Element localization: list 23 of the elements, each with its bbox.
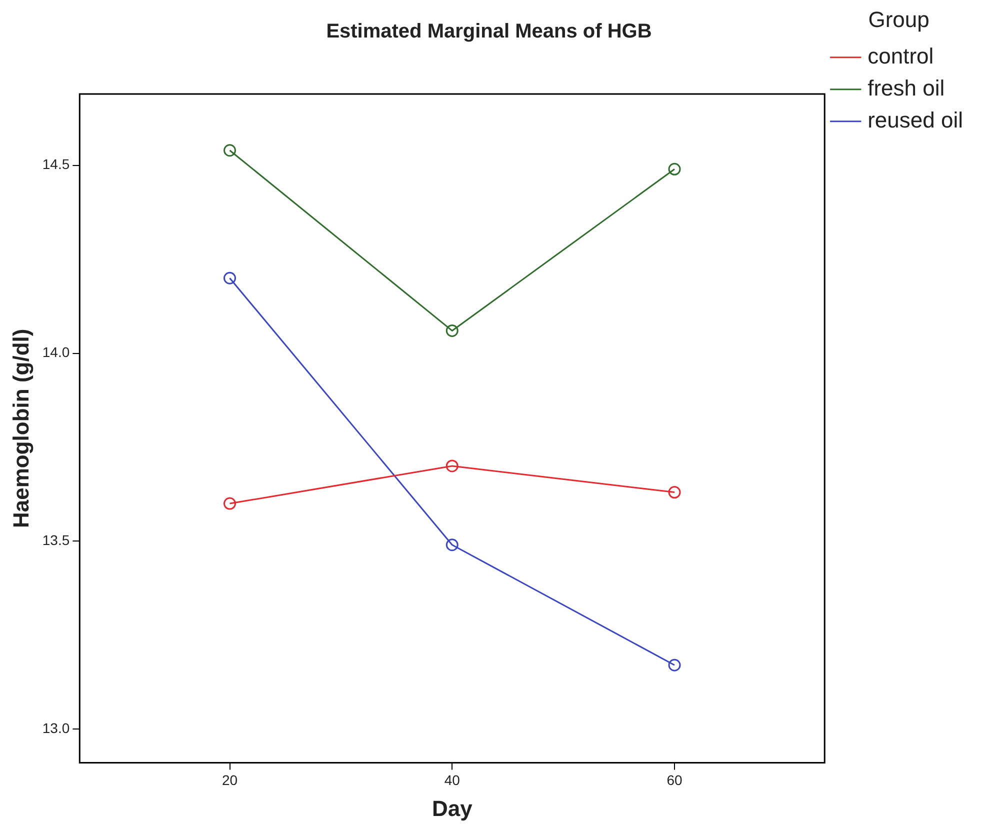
point (446, 324, 458, 337)
y-tick-label: 14.5 (42, 156, 70, 172)
x-axis-title: Day (432, 796, 474, 821)
legend-label: control (868, 43, 934, 68)
y-tick-label: 13.5 (42, 532, 70, 548)
point (668, 658, 681, 672)
legend-label: reused oil (868, 107, 963, 132)
point (446, 538, 458, 552)
y-tick-label: 14.0 (42, 344, 70, 360)
point (668, 486, 681, 499)
chart-title: Estimated Marginal Means of HGB (326, 20, 652, 43)
legend-label: fresh oil (868, 75, 945, 100)
legend-title: Group (868, 7, 930, 32)
point (224, 272, 236, 284)
point (224, 497, 236, 510)
y-tick-label: 13.0 (42, 720, 70, 736)
point (446, 460, 458, 472)
y-axis-title: Haemoglobin (g/dl) (8, 328, 34, 528)
x-tick-label: 20 (222, 772, 238, 788)
x-tick-label: 40 (444, 772, 460, 788)
point (668, 162, 681, 176)
point (224, 144, 236, 157)
x-tick-label: 60 (666, 772, 682, 788)
